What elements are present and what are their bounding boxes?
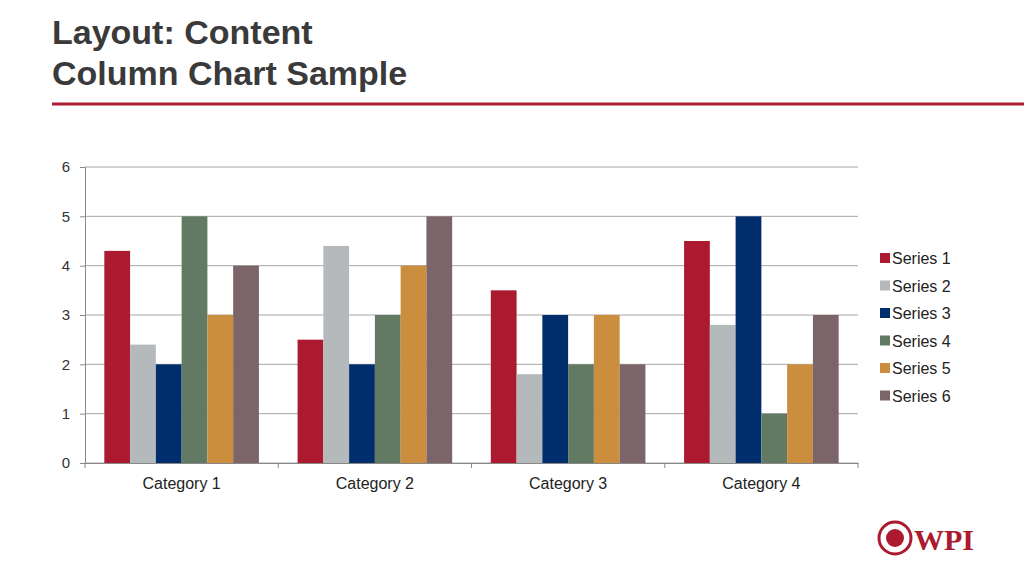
legend-label: Series 4 <box>892 333 951 350</box>
bar <box>542 315 568 463</box>
logo: WPI <box>879 522 974 556</box>
y-tick-mark <box>80 266 85 267</box>
legend-swatch <box>880 253 890 263</box>
legend-swatch <box>880 281 890 291</box>
y-tick-mark <box>80 167 85 168</box>
y-tick: 2 <box>62 356 85 373</box>
bar <box>156 364 182 463</box>
legend-label: Series 3 <box>892 305 951 322</box>
y-tick-mark <box>80 364 85 365</box>
y-tick: 1 <box>62 405 85 422</box>
category-separator <box>471 463 472 468</box>
category-separator <box>664 463 665 468</box>
x-tick: Category 2 <box>336 463 414 492</box>
bar <box>375 315 401 463</box>
bar <box>684 241 710 463</box>
bar <box>130 345 156 463</box>
bar <box>349 364 375 463</box>
y-tick-label: 0 <box>62 454 70 471</box>
bar <box>401 266 427 463</box>
y-tick-mark <box>80 414 85 415</box>
bar <box>736 216 762 463</box>
y-tick: 4 <box>62 257 85 274</box>
title-rule <box>52 103 1024 106</box>
logo-seal <box>879 522 911 554</box>
y-axis-line <box>80 168 86 464</box>
bar <box>104 251 130 463</box>
y-tick-label: 1 <box>62 405 70 422</box>
bar <box>182 216 208 463</box>
legend-label: Series 5 <box>892 360 951 377</box>
title-line: Column Chart Sample <box>52 54 407 92</box>
y-tick: 0 <box>62 454 85 471</box>
bar <box>298 340 324 463</box>
slide: Layout: ContentColumn Chart Sample 0 1 2 3 4 5… <box>0 0 1024 576</box>
bar <box>426 216 452 463</box>
category-separator <box>85 463 86 468</box>
y-tick-label: 6 <box>62 158 70 175</box>
x-tick: Category 1 <box>142 463 220 492</box>
bar <box>517 374 543 463</box>
bar <box>491 290 517 463</box>
y-tick: 3 <box>62 306 85 323</box>
x-tick-label: Category 4 <box>722 475 800 492</box>
title-line: Layout: Content <box>52 13 313 51</box>
category-separator <box>278 463 279 468</box>
bar <box>787 364 813 463</box>
bar <box>761 414 787 463</box>
bar <box>620 364 646 463</box>
legend-label: Series 6 <box>892 388 951 405</box>
category-separators <box>85 463 858 468</box>
legend-swatch <box>880 336 890 346</box>
bar <box>813 315 839 463</box>
legend-swatch <box>880 391 890 401</box>
y-tick: 6 <box>62 158 85 175</box>
grid-line <box>85 167 858 168</box>
y-tick-label: 3 <box>62 306 70 323</box>
legend-label: Series 1 <box>892 250 951 267</box>
y-tick-label: 4 <box>62 257 70 274</box>
y-axis: 0 1 2 3 4 5 6 <box>62 158 86 471</box>
legend-label: Series 2 <box>892 278 951 295</box>
x-tick-label: Category 3 <box>529 475 607 492</box>
bar <box>710 325 736 463</box>
bar <box>323 246 349 463</box>
y-tick-label: 2 <box>62 356 70 373</box>
category-separator <box>858 463 859 468</box>
legend: Series 1 Series 2 Series 3 Series 4 Series 5… <box>880 250 951 405</box>
x-tick-label: Category 2 <box>336 475 414 492</box>
x-tick-label: Category 1 <box>142 475 220 492</box>
y-tick-mark <box>80 216 85 217</box>
x-axis: Category 1 Category 2 Category 3 Category 4 <box>86 463 859 492</box>
grid <box>85 167 858 463</box>
logo-seal-inner <box>886 529 904 547</box>
legend-swatch <box>880 308 890 318</box>
legend-swatch <box>880 363 890 373</box>
bar <box>207 315 233 463</box>
y-tick: 5 <box>62 208 85 225</box>
y-tick-label: 5 <box>62 208 70 225</box>
x-tick: Category 4 <box>722 463 800 492</box>
bar <box>233 266 259 463</box>
bars <box>104 216 838 463</box>
x-tick: Category 3 <box>529 463 607 492</box>
y-tick-mark <box>80 463 85 464</box>
logo-text: WPI <box>914 523 974 556</box>
y-tick-mark <box>80 315 85 316</box>
bar <box>568 364 594 463</box>
bar <box>594 315 620 463</box>
